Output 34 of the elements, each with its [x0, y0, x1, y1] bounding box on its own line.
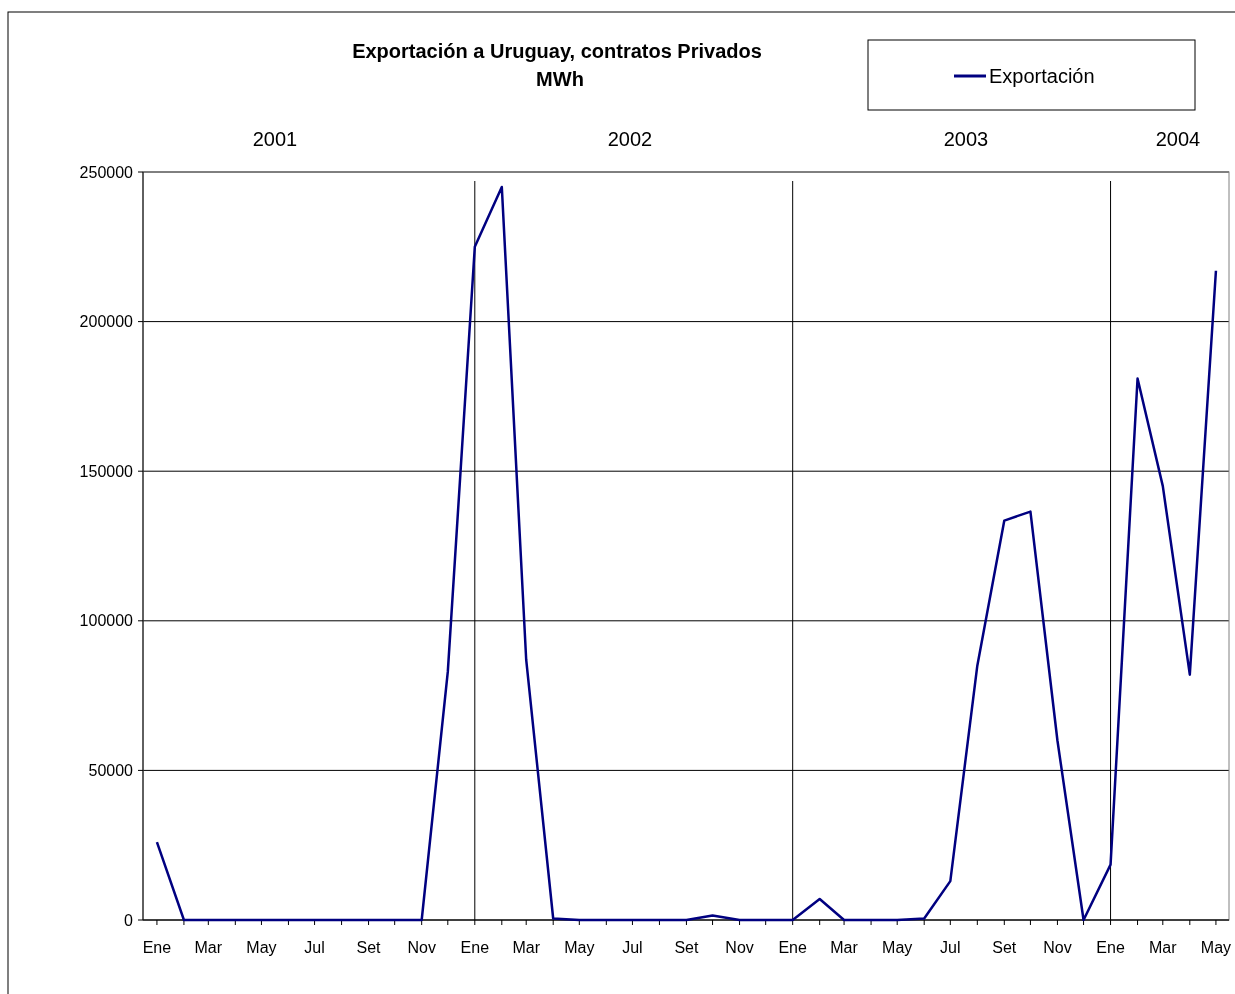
- x-tick-label: Set: [992, 939, 1017, 956]
- y-tick-label: 250000: [79, 163, 134, 181]
- x-tick-label: Jul: [622, 939, 643, 956]
- x-tick-label: Mar: [512, 939, 541, 956]
- x-tick-label: Ene: [142, 939, 172, 956]
- x-tick-label: May: [564, 939, 595, 956]
- y-tick-label: 150000: [79, 462, 134, 480]
- y-tick-label: 50000: [88, 762, 134, 779]
- y-tick-label: 100000: [79, 612, 134, 630]
- text: 2004: [1155, 128, 1201, 150]
- x-tick-label: May: [246, 939, 277, 956]
- x-tick-label: Jul: [304, 939, 325, 956]
- chart-subtitle: MWh: [536, 68, 584, 90]
- legend-label: Exportación: [989, 65, 1095, 87]
- x-tick-label: Ene: [1096, 939, 1125, 956]
- x-tick-label: Jul: [940, 939, 961, 956]
- x-tick-label: May: [1200, 939, 1232, 956]
- x-tick-label: Mar: [1149, 939, 1178, 956]
- x-tick-label: Nov: [407, 939, 436, 956]
- x-tick-label: Set: [674, 939, 699, 956]
- x-tick-label: Mar: [830, 939, 859, 956]
- y-tick-label: 0: [124, 911, 134, 929]
- chart-title: Exportación a Uruguay, contratos Privados: [352, 40, 762, 62]
- x-tick-label: Ene: [460, 939, 490, 956]
- x-tick-label: Set: [356, 939, 382, 956]
- x-tick-label: Nov: [1043, 939, 1072, 956]
- x-tick-label: Nov: [725, 939, 754, 956]
- x-tick-label: May: [882, 939, 913, 956]
- text: 2002: [607, 128, 653, 150]
- x-tick-label: Ene: [778, 939, 808, 956]
- text: 2001: [252, 128, 298, 150]
- y-tick-label: 200000: [79, 313, 134, 331]
- text: 2003: [943, 128, 989, 150]
- x-tick-label: Mar: [194, 939, 223, 956]
